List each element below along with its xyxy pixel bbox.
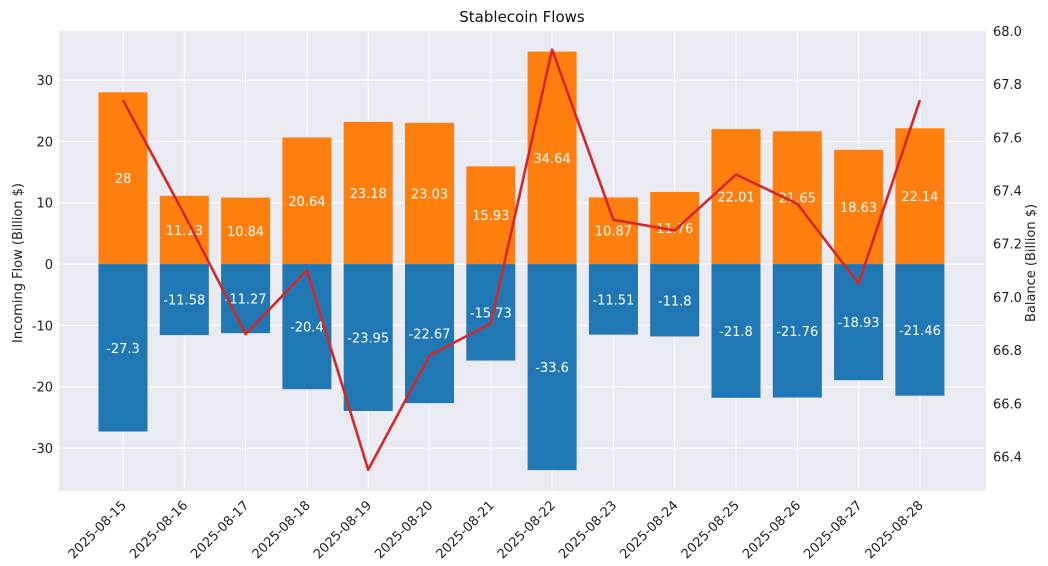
inflow-bar <box>159 195 209 265</box>
outflow-bar <box>772 264 822 398</box>
outflow-bar <box>343 264 393 411</box>
y2-tick-label: 68.0 <box>993 25 1022 40</box>
x-axis-ticks: 2025-08-152025-08-162025-08-172025-08-18… <box>66 498 927 562</box>
inflow-bar <box>343 121 393 265</box>
outflow-bar <box>650 264 700 337</box>
y2-tick-label: 67.8 <box>993 78 1022 93</box>
x-tick-label: 2025-08-18 <box>250 498 314 562</box>
inflow-bar-label: 10.84 <box>227 225 264 240</box>
x-tick-label: 2025-08-26 <box>740 498 804 562</box>
y2-tick-label: 66.4 <box>993 450 1022 465</box>
inflow-bar <box>834 149 884 265</box>
y2-tick-label: 67.2 <box>993 238 1022 253</box>
outflow-bar-label: -21.46 <box>899 324 941 339</box>
x-tick-label: 2025-08-21 <box>434 498 498 562</box>
inflow-bar <box>405 122 454 265</box>
x-tick-label: 2025-08-16 <box>127 498 191 562</box>
y-tick-label: -30 <box>32 442 53 457</box>
outflow-bar <box>221 264 271 334</box>
outflow-bar <box>588 264 638 335</box>
y-axis-label: Incoming Flow (Billion $) <box>11 183 26 343</box>
x-tick-label: 2025-08-25 <box>679 498 743 562</box>
outflow-bar-label: -22.67 <box>409 328 451 343</box>
outflow-bar <box>98 264 148 432</box>
y2-tick-label: 66.8 <box>993 344 1022 359</box>
y-tick-label: -10 <box>32 319 53 334</box>
inflow-bar-label: 15.93 <box>472 209 509 224</box>
inflow-bar <box>711 129 761 265</box>
balance-line-path <box>121 48 922 472</box>
balance-line <box>121 48 922 472</box>
plot-area <box>59 31 986 491</box>
y2-tick-label: 67.0 <box>993 291 1022 306</box>
outflow-bar-label: -11.51 <box>592 293 634 308</box>
y-tick-label: 10 <box>36 197 53 212</box>
x-tick-label: 2025-08-17 <box>188 498 252 562</box>
inflow-bar-label: 28 <box>115 172 132 187</box>
inflow-bar-label: 21.65 <box>779 192 816 207</box>
y-tick-label: -20 <box>32 381 53 396</box>
outflow-bar-label: -11.58 <box>163 294 205 309</box>
left-axis-ticks: -30 -20 -10 0 10 20 30 <box>32 74 53 457</box>
outflow-bar-label: -18.93 <box>838 316 880 331</box>
y2-tick-label: 67.4 <box>993 185 1022 200</box>
outflow-bar-label: -20.4 <box>290 321 324 336</box>
inflow-bar-label: 22.01 <box>717 191 754 206</box>
outflow-bar-label: -23.95 <box>347 332 389 347</box>
y2-tick-label: 66.6 <box>993 397 1022 412</box>
y2-tick-label: 67.6 <box>993 131 1022 146</box>
inflow-bar-label: 10.87 <box>595 225 632 240</box>
outflow-bar <box>466 264 516 361</box>
inflow-bar-label: 18.63 <box>840 201 877 216</box>
y-tick-label: 30 <box>36 74 53 89</box>
inflow-bar-label: 22.14 <box>901 190 938 205</box>
x-tick-label: 2025-08-27 <box>801 498 865 562</box>
outflow-bar <box>895 264 945 396</box>
plot-background <box>59 31 986 491</box>
y-tick-label: 0 <box>45 258 53 273</box>
inflow-bar-label: 20.64 <box>288 195 325 210</box>
outflow-bar <box>711 264 761 398</box>
x-tick-label: 2025-08-28 <box>863 498 927 562</box>
y-tick-label: 20 <box>36 135 53 150</box>
x-tick-label: 2025-08-24 <box>617 498 681 562</box>
outflow-bar <box>527 264 577 471</box>
outflow-bar-label: -21.8 <box>719 325 753 340</box>
inflow-bar <box>772 131 822 265</box>
x-tick-label: 2025-08-23 <box>556 498 620 562</box>
outflow-bar-label: -11.8 <box>658 294 692 309</box>
inflow-bar-label: 23.18 <box>350 187 387 202</box>
y2-axis-label: Balance (Billion $) <box>1024 204 1039 322</box>
outflow-bar <box>159 264 209 336</box>
x-tick-label: 2025-08-15 <box>66 498 130 562</box>
inflow-bar <box>221 197 271 265</box>
inflow-bar <box>588 197 638 265</box>
outflow-bar-label: -33.6 <box>535 361 569 376</box>
x-tick-label: 2025-08-22 <box>495 498 559 562</box>
outflow-bar-label: -27.3 <box>106 342 140 357</box>
outflow-bar-label: -11.27 <box>225 293 267 308</box>
inflow-bar <box>98 92 148 265</box>
chart-title: Stablecoin Flows <box>459 8 585 26</box>
outflow-bar-label: -21.76 <box>776 325 818 340</box>
x-tick-label: 2025-08-19 <box>311 498 375 562</box>
outflow-bar <box>405 264 454 404</box>
x-tick-label: 2025-08-20 <box>372 498 436 562</box>
inflow-bar-label: 23.03 <box>411 187 448 202</box>
right-axis-ticks: 66.4 66.6 66.8 67.0 67.2 67.4 67.6 67.8 68.0 <box>993 25 1022 465</box>
inflow-bar-label: 11.13 <box>166 224 203 239</box>
inflow-bar <box>282 137 332 265</box>
inflow-bar <box>527 51 577 265</box>
outflow-bar-label: -15.73 <box>470 306 512 321</box>
inflow-bar-label: 34.64 <box>533 152 570 167</box>
